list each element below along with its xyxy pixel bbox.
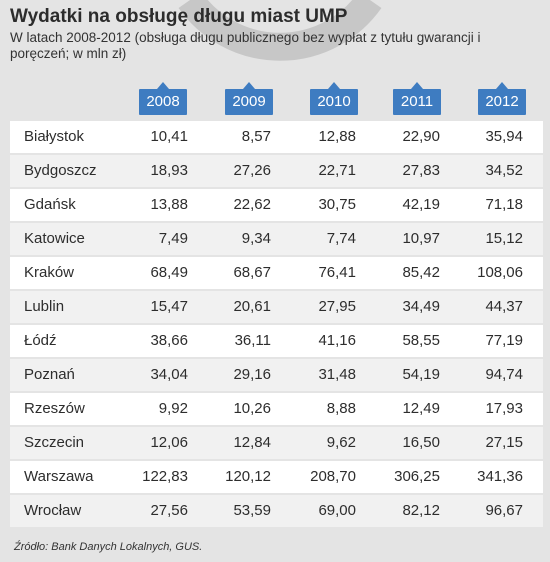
- value-cell-2009: 12,84: [233, 434, 271, 451]
- value-cell-2009: 68,67: [233, 264, 271, 281]
- value-cell-2012: 27,15: [485, 434, 523, 451]
- value-cell-2011: 306,25: [394, 468, 440, 485]
- value-cell-2010: 9,62: [326, 434, 356, 451]
- value-cell-2009: 20,61: [233, 298, 271, 315]
- value-cell-2009: 27,26: [233, 162, 271, 179]
- value-cell-2010: 12,88: [318, 128, 356, 145]
- value-cell-2009: 120,12: [225, 468, 271, 485]
- value-cell-2012: 94,74: [485, 366, 523, 383]
- value-cell-2009: 22,62: [233, 196, 271, 213]
- value-cell-2012: 17,93: [485, 400, 523, 417]
- value-cell-2012: 77,19: [485, 332, 523, 349]
- value-cell-2009: 53,59: [233, 502, 271, 519]
- value-cell-2011: 12,49: [402, 400, 440, 417]
- value-cell-2010: 69,00: [318, 502, 356, 519]
- value-cell-2011: 82,12: [402, 502, 440, 519]
- source-note: Źródło: Bank Danych Lokalnych, GUS.: [14, 541, 203, 553]
- value-cell-2011: 85,42: [402, 264, 440, 281]
- value-cell-2012: 35,94: [485, 128, 523, 145]
- value-cell-2010: 208,70: [310, 468, 356, 485]
- year-header-2011: 2011: [393, 82, 441, 115]
- value-cell-2012: 108,06: [477, 264, 523, 281]
- value-cell-2008: 122,83: [142, 468, 188, 485]
- value-cell-2009: 29,16: [233, 366, 271, 383]
- year-header-2010: 2010: [310, 82, 358, 115]
- city-label: Wrocław: [24, 502, 82, 519]
- value-cell-2011: 42,19: [402, 196, 440, 213]
- city-label: Rzeszów: [24, 400, 85, 417]
- value-cell-2012: 44,37: [485, 298, 523, 315]
- year-header-2008: 2008: [139, 82, 187, 115]
- value-cell-2008: 15,47: [150, 298, 188, 315]
- city-label: Warszawa: [24, 468, 94, 485]
- value-cell-2008: 13,88: [150, 196, 188, 213]
- value-cell-2008: 68,49: [150, 264, 188, 281]
- table-row: Szczecin 12,06 12,84 9,62 16,50 27,15: [10, 427, 543, 459]
- value-cell-2010: 8,88: [326, 400, 356, 417]
- city-label: Poznań: [24, 366, 75, 383]
- value-cell-2012: 34,52: [485, 162, 523, 179]
- value-cell-2012: 96,67: [485, 502, 523, 519]
- year-header-2009: 2009: [225, 82, 273, 115]
- table-row: Gdańsk 13,88 22,62 30,75 42,19 71,18: [10, 189, 543, 221]
- value-cell-2012: 71,18: [485, 196, 523, 213]
- value-cell-2012: 15,12: [485, 230, 523, 247]
- value-cell-2010: 22,71: [318, 162, 356, 179]
- table-row: Kraków 68,49 68,67 76,41 85,42 108,06: [10, 257, 543, 289]
- header: Wydatki na obsługę długu miast UMP W lat…: [0, 0, 550, 76]
- city-label: Lublin: [24, 298, 65, 315]
- value-cell-2009: 10,26: [233, 400, 271, 417]
- value-cell-2009: 36,11: [234, 332, 271, 349]
- table-row: Poznań 34,04 29,16 31,48 54,19 94,74: [10, 359, 543, 391]
- value-cell-2008: 27,56: [150, 502, 188, 519]
- value-cell-2011: 27,83: [402, 162, 440, 179]
- city-label: Gdańsk: [24, 196, 76, 213]
- table-row: Rzeszów 9,92 10,26 8,88 12,49 17,93: [10, 393, 543, 425]
- value-cell-2008: 34,04: [150, 366, 188, 383]
- table-row: Białystok 10,41 8,57 12,88 22,90 35,94: [10, 121, 543, 153]
- year-header-2012: 2012: [478, 82, 526, 115]
- city-label: Szczecin: [24, 434, 85, 451]
- value-cell-2011: 58,55: [402, 332, 440, 349]
- city-label: Bydgoszcz: [24, 162, 97, 179]
- value-cell-2011: 16,50: [402, 434, 440, 451]
- table-row: Lublin 15,47 20,61 27,95 34,49 44,37: [10, 291, 543, 323]
- table-row: Bydgoszcz 18,93 27,26 22,71 27,83 34,52: [10, 155, 543, 187]
- value-cell-2008: 18,93: [150, 162, 188, 179]
- chart-title: Wydatki na obsługę długu miast UMP: [10, 6, 348, 27]
- city-label: Kraków: [24, 264, 75, 281]
- value-cell-2008: 10,41: [150, 128, 188, 145]
- value-cell-2008: 9,92: [158, 400, 188, 417]
- value-cell-2010: 31,48: [318, 366, 356, 383]
- value-cell-2009: 8,57: [241, 128, 271, 145]
- city-label: Łódź: [24, 332, 57, 349]
- value-cell-2010: 7,74: [326, 230, 356, 247]
- value-cell-2010: 76,41: [318, 264, 356, 281]
- value-cell-2008: 38,66: [150, 332, 188, 349]
- value-cell-2011: 34,49: [402, 298, 440, 315]
- city-label: Białystok: [24, 128, 85, 145]
- value-cell-2011: 22,90: [402, 128, 440, 145]
- table-row: Katowice 7,49 9,34 7,74 10,97 15,12: [10, 223, 543, 255]
- value-cell-2010: 41,16: [318, 332, 356, 349]
- value-cell-2011: 54,19: [402, 366, 440, 383]
- value-cell-2008: 7,49: [158, 230, 188, 247]
- table-row: Łódź 38,66 36,11 41,16 58,55 77,19: [10, 325, 543, 357]
- value-cell-2012: 341,36: [477, 468, 523, 485]
- value-cell-2010: 27,95: [318, 298, 356, 315]
- table-row: Wrocław 27,56 53,59 69,00 82,12 96,67: [10, 495, 543, 527]
- table-row: Warszawa 122,83 120,12 208,70 306,25 341,36: [10, 461, 543, 493]
- value-cell-2008: 12,06: [150, 434, 188, 451]
- value-cell-2011: 10,97: [402, 230, 440, 247]
- value-cell-2009: 9,34: [241, 230, 271, 247]
- chart-subtitle: W latach 2008-2012 (obsługa długu public…: [10, 30, 481, 61]
- watermark-logo: [178, 0, 382, 61]
- value-cell-2010: 30,75: [318, 196, 356, 213]
- city-label: Katowice: [24, 230, 85, 247]
